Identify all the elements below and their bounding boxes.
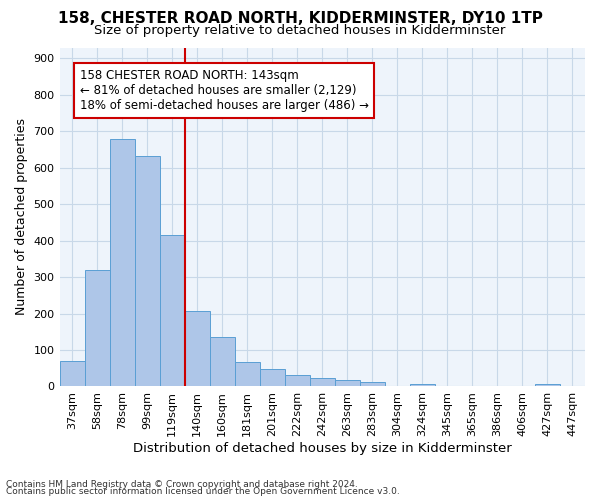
Bar: [285, 375, 310, 386]
Bar: [260, 370, 285, 386]
Bar: [335, 380, 360, 386]
Bar: [410, 384, 435, 386]
Bar: [185, 311, 209, 386]
Text: 158, CHESTER ROAD NORTH, KIDDERMINSTER, DY10 1TP: 158, CHESTER ROAD NORTH, KIDDERMINSTER, …: [58, 11, 542, 26]
Bar: [535, 384, 560, 386]
Bar: [310, 378, 335, 386]
Text: Contains public sector information licensed under the Open Government Licence v3: Contains public sector information licen…: [6, 487, 400, 496]
X-axis label: Distribution of detached houses by size in Kidderminster: Distribution of detached houses by size …: [133, 442, 512, 455]
Y-axis label: Number of detached properties: Number of detached properties: [15, 118, 28, 316]
Text: Contains HM Land Registry data © Crown copyright and database right 2024.: Contains HM Land Registry data © Crown c…: [6, 480, 358, 489]
Bar: [134, 156, 160, 386]
Bar: [110, 138, 134, 386]
Bar: [59, 361, 85, 386]
Text: Size of property relative to detached houses in Kidderminster: Size of property relative to detached ho…: [94, 24, 506, 37]
Bar: [160, 235, 185, 386]
Bar: [85, 270, 110, 386]
Bar: [209, 336, 235, 386]
Bar: [360, 382, 385, 386]
Text: 158 CHESTER ROAD NORTH: 143sqm
← 81% of detached houses are smaller (2,129)
18% : 158 CHESTER ROAD NORTH: 143sqm ← 81% of …: [80, 70, 368, 112]
Bar: [235, 362, 260, 386]
